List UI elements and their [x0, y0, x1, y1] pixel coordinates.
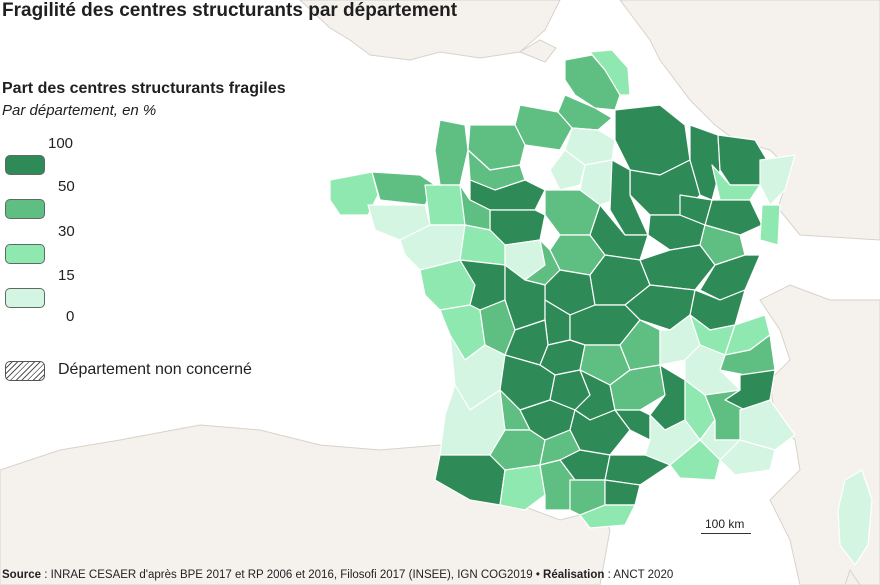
department-pyrenees-orientales — [579, 504, 636, 529]
credit-label: Réalisation — [543, 569, 605, 581]
department-bouches-du-rhone — [669, 439, 721, 481]
corsica-sardinia-sea-land — [844, 568, 861, 585]
legend-break-0: 0 — [66, 308, 75, 325]
credit-text: : ANCT 2020 — [604, 569, 674, 581]
legend-swatch-0-15 — [5, 288, 45, 308]
source-label: Source — [2, 569, 41, 581]
legend-title: Part des centres structurants fragiles — [2, 80, 286, 97]
great-britain — [299, 0, 561, 61]
legend-break-30: 30 — [58, 223, 75, 240]
department-eure — [549, 149, 586, 191]
department-pas-de-calais — [589, 49, 631, 96]
department-haut-rhin — [759, 204, 781, 246]
department-ardennes — [614, 104, 691, 176]
legend-break-50: 50 — [58, 178, 75, 195]
legend-swatch-15-30 — [5, 244, 45, 264]
scale-label: 100 km — [705, 517, 745, 531]
scale-bar — [701, 533, 751, 534]
department-mayenne — [459, 184, 491, 231]
department-alpes-maritimes — [739, 399, 796, 451]
department-aude — [604, 479, 641, 506]
department-herault — [604, 454, 671, 486]
department-bas-rhin — [759, 154, 796, 206]
department-manche — [434, 119, 469, 186]
page-title: Fragilité des centres structurants par d… — [2, 0, 458, 21]
departments — [329, 49, 873, 566]
source-note: Source : INRAE CESAER d'après BPE 2017 e… — [2, 569, 674, 581]
department-hautes-pyrenees — [499, 464, 546, 511]
legend-break-15: 15 — [58, 267, 75, 284]
legend-break-100: 100 — [48, 135, 74, 152]
department-corse — [837, 469, 873, 566]
legend-subtitle: Par département, en % — [2, 102, 157, 119]
legend-swatch-not-concerned — [5, 361, 45, 381]
department-var — [719, 439, 776, 476]
legend-swatch-30-50 — [5, 199, 45, 219]
channel-islands-coast — [518, 39, 557, 63]
source-text: : INRAE CESAER d'après BPE 2017 et RP 20… — [41, 569, 533, 581]
legend-not-concerned-label: Département non concerné — [58, 361, 252, 378]
legend-swatch-50-100 — [5, 155, 45, 175]
department-meurthe — [711, 164, 761, 201]
